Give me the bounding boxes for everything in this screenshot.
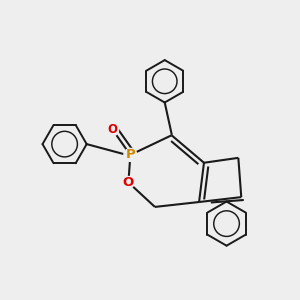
Circle shape <box>122 176 134 188</box>
Circle shape <box>124 148 137 161</box>
Text: O: O <box>123 176 134 189</box>
Text: P: P <box>125 148 135 161</box>
Text: O: O <box>108 123 118 136</box>
Circle shape <box>107 124 118 136</box>
